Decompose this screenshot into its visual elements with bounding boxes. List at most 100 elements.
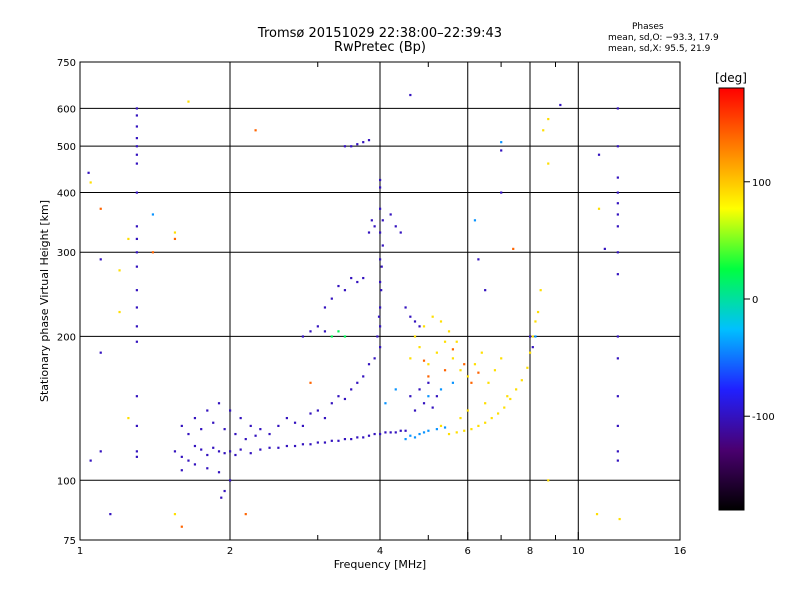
data-point — [509, 397, 512, 401]
data-point — [135, 137, 138, 140]
data-point — [212, 421, 215, 424]
data-point — [135, 125, 138, 128]
y-tick-label: 300 — [57, 248, 76, 259]
data-point — [373, 357, 376, 360]
data-point — [377, 315, 381, 318]
data-point — [399, 231, 402, 234]
data-point — [337, 284, 340, 288]
data-point — [394, 388, 397, 391]
data-point — [293, 421, 297, 424]
data-point — [500, 191, 503, 194]
data-point — [127, 237, 130, 241]
data-point — [379, 186, 382, 189]
data-point — [337, 395, 340, 398]
data-point — [380, 289, 383, 292]
colorbar-tick-label: 100 — [752, 178, 771, 189]
data-point — [206, 453, 209, 457]
data-point — [376, 335, 379, 338]
data-point — [531, 335, 534, 338]
data-point — [180, 469, 183, 472]
y-tick-label: 75 — [63, 536, 76, 547]
data-point — [616, 251, 619, 254]
data-point — [301, 443, 305, 446]
data-point — [447, 330, 451, 333]
data-point — [343, 437, 347, 441]
data-point — [616, 191, 619, 194]
data-point — [118, 269, 121, 272]
chart-title: Tromsø 20151029 22:38:00–22:39:43 — [257, 26, 503, 41]
data-point — [229, 409, 232, 412]
data-point — [109, 513, 112, 516]
data-point — [323, 330, 327, 333]
data-point — [217, 402, 221, 405]
data-point — [187, 459, 190, 462]
x-axis-label: Frequency [MHz] — [334, 558, 426, 571]
data-point — [367, 139, 371, 142]
data-point — [413, 335, 417, 338]
phases-heading: Phases — [632, 22, 664, 32]
colorbar-label: [deg] — [715, 71, 747, 85]
data-point — [379, 231, 382, 234]
data-point — [173, 231, 177, 234]
data-point — [618, 517, 621, 521]
data-point — [323, 306, 327, 309]
data-point — [534, 335, 537, 338]
data-point — [239, 448, 242, 451]
data-point — [616, 145, 619, 148]
data-point — [180, 525, 183, 528]
data-point — [379, 325, 382, 328]
data-point — [285, 416, 288, 420]
x-tick-label: 1 — [77, 546, 83, 557]
data-point — [135, 237, 138, 241]
data-point — [459, 416, 462, 420]
data-point — [616, 450, 619, 453]
data-point — [389, 213, 392, 216]
data-point — [254, 434, 257, 437]
data-point — [379, 306, 382, 309]
data-point — [268, 446, 271, 449]
colorbar-tick-label: 0 — [752, 295, 758, 306]
data-point — [356, 280, 359, 284]
data-point — [173, 450, 177, 453]
data-point — [389, 431, 392, 434]
data-point — [529, 335, 532, 338]
data-point — [439, 320, 443, 323]
data-point — [443, 340, 447, 343]
x-tick-label: 10 — [572, 546, 585, 557]
data-point — [356, 143, 359, 146]
data-point — [422, 431, 426, 434]
data-point — [99, 258, 102, 261]
data-point — [187, 100, 190, 103]
data-point — [427, 395, 430, 398]
data-point — [135, 306, 138, 309]
data-point — [356, 381, 359, 384]
phases-o-line: mean, sd,O: −93.3, 17.9 — [608, 33, 719, 43]
data-point — [239, 416, 242, 420]
data-point — [394, 225, 397, 228]
y-tick-label: 100 — [57, 476, 76, 487]
data-point — [234, 453, 237, 457]
data-point — [330, 297, 333, 300]
data-point — [234, 432, 237, 436]
data-point — [135, 455, 138, 458]
data-point — [536, 310, 540, 314]
data-point — [427, 375, 430, 378]
data-point — [404, 437, 407, 441]
data-point — [309, 443, 312, 446]
data-point — [418, 388, 421, 391]
data-point — [418, 432, 421, 436]
data-point — [135, 225, 138, 228]
data-point — [362, 375, 365, 378]
data-point — [542, 129, 545, 132]
data-point — [127, 416, 130, 420]
data-point — [597, 207, 601, 210]
data-point — [515, 388, 518, 391]
data-point — [223, 489, 226, 493]
data-point — [350, 437, 353, 441]
data-point — [343, 145, 347, 148]
data-point — [616, 176, 619, 179]
data-point — [422, 402, 426, 405]
data-point — [367, 434, 371, 437]
data-point — [539, 289, 542, 292]
data-point — [547, 117, 550, 121]
